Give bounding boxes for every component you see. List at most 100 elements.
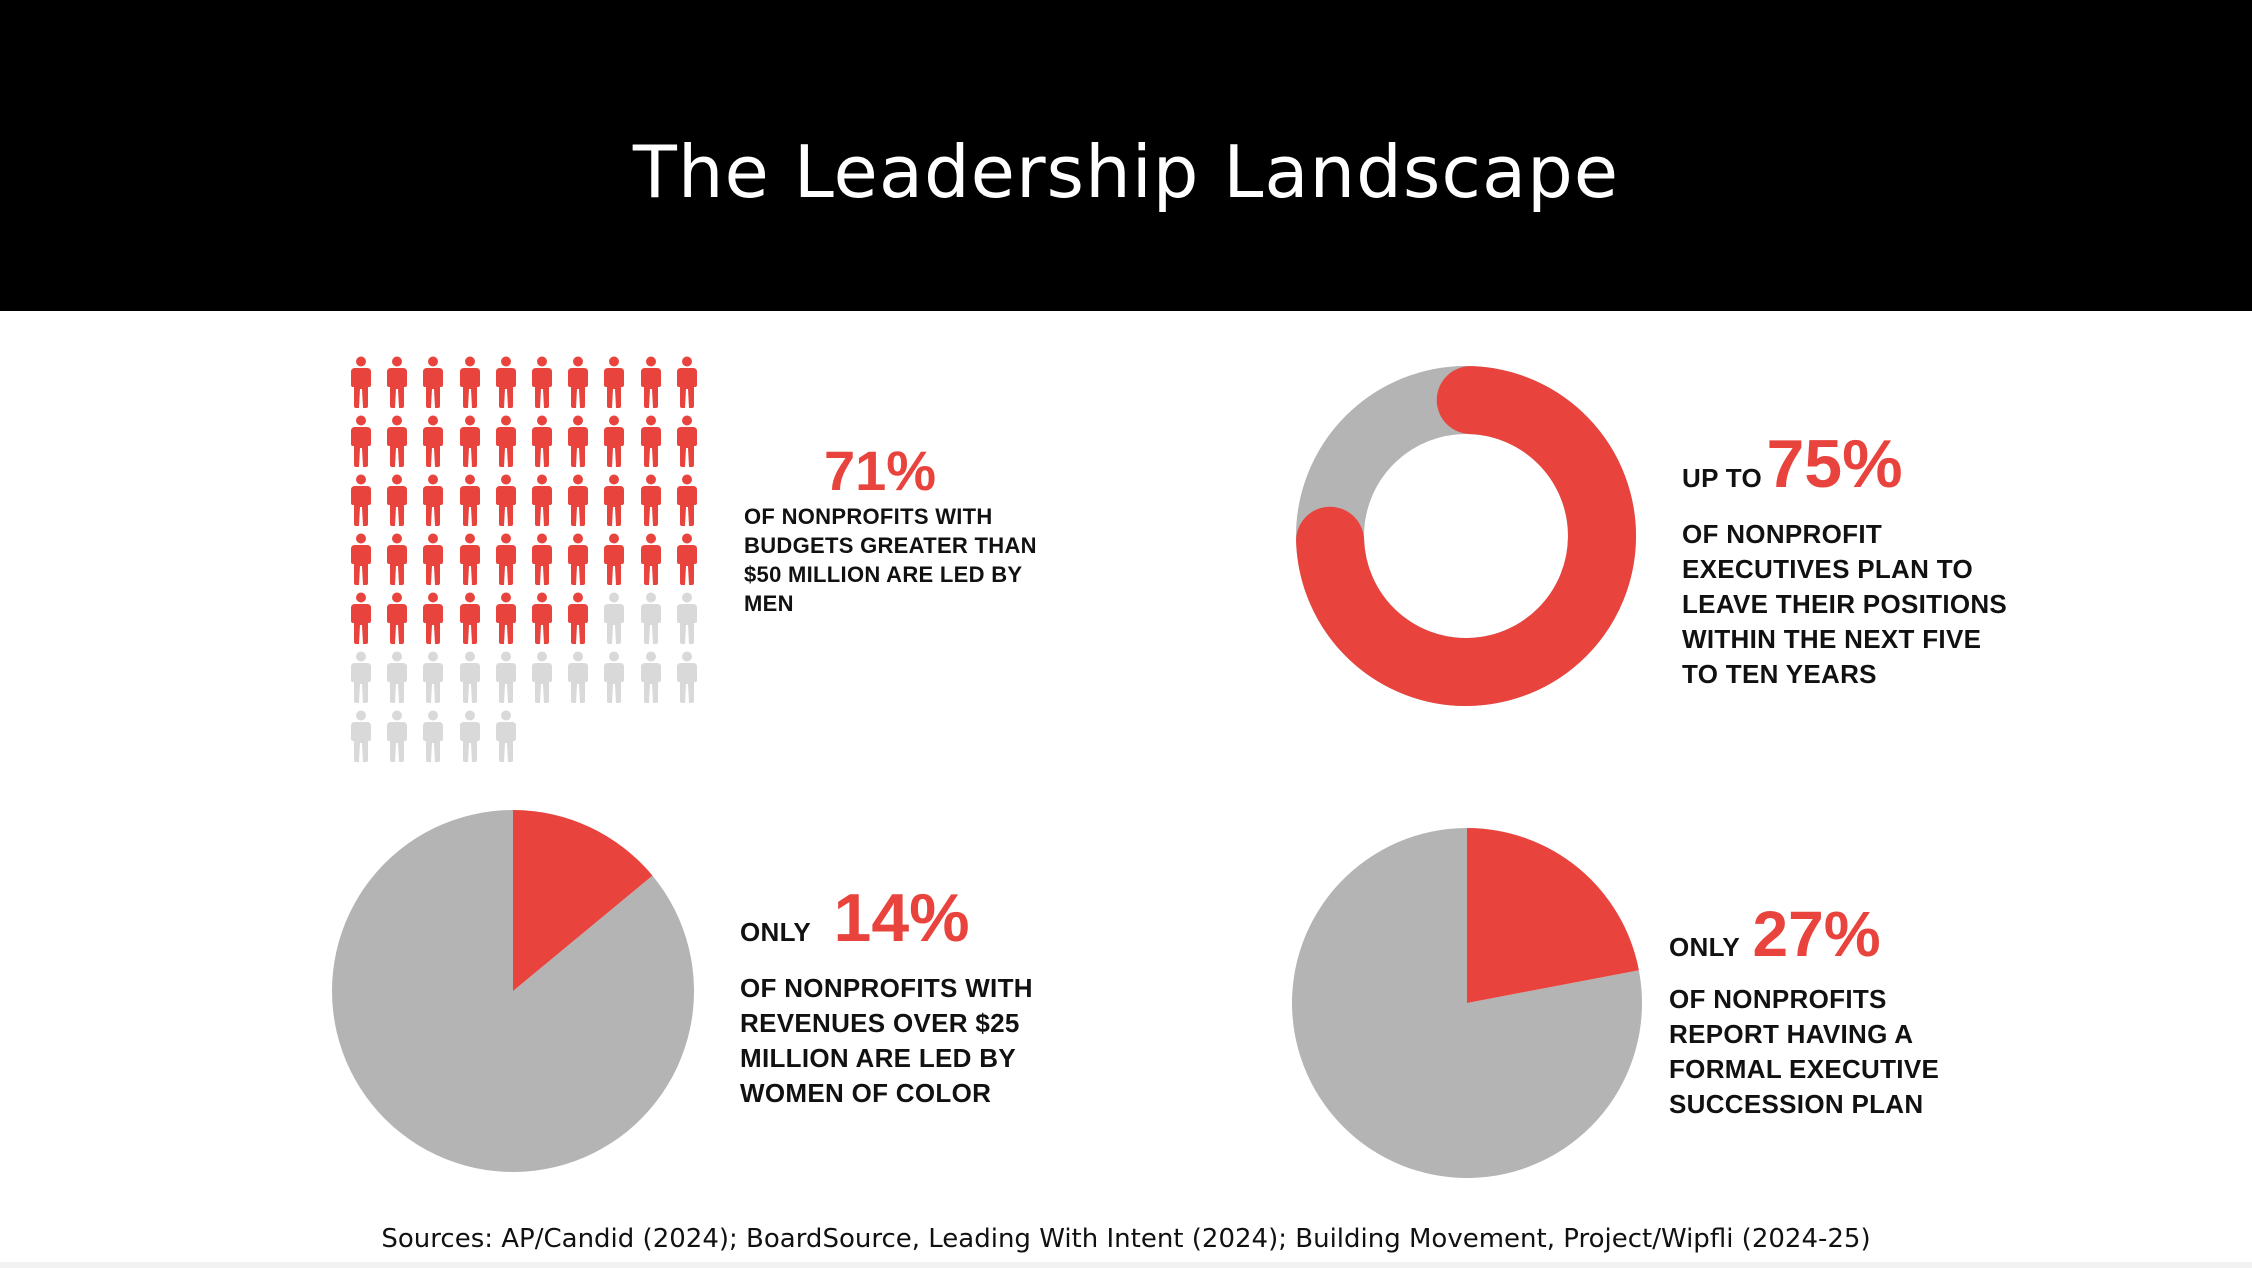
person-icon <box>676 415 697 467</box>
pie-chart-succession-plan <box>1292 828 1642 1178</box>
person-icon <box>640 533 661 585</box>
person-icon <box>387 474 408 526</box>
person-icon <box>387 592 408 644</box>
person-icon <box>532 415 552 467</box>
person-icon <box>387 356 408 408</box>
person-icon <box>532 592 552 644</box>
person-icon <box>423 474 444 526</box>
person-icon <box>387 651 408 703</box>
person-icon <box>568 415 589 467</box>
person-icon <box>640 651 661 703</box>
desc-line: MILLION ARE LED BY <box>740 1043 1016 1073</box>
person-icon <box>351 474 371 526</box>
person-icon <box>604 474 625 526</box>
person-icon <box>676 592 697 644</box>
person-icon <box>568 592 589 644</box>
person-icon <box>568 356 589 408</box>
desc-line: REVENUES OVER $25 <box>740 1008 1020 1038</box>
stat-succession-plan-prefix: ONLY <box>1669 932 1741 962</box>
person-icon <box>495 415 516 467</box>
desc-line: MEN <box>744 591 794 616</box>
person-icon <box>640 592 661 644</box>
page-title: The Leadership Landscape <box>632 130 1620 214</box>
desc-line: SUCCESSION PLAN <box>1669 1089 1924 1119</box>
sources-text: Sources: AP/Candid (2024); BoardSource, … <box>381 1224 1871 1254</box>
person-icon <box>423 415 444 467</box>
stat-women-of-color: ONLY 14% OF NONPROFITS WITH REVENUES OVE… <box>740 884 1100 1111</box>
desc-line: OF NONPROFITS WITH <box>740 973 1033 1003</box>
person-icon <box>532 356 552 408</box>
person-icon <box>351 533 371 585</box>
person-icon <box>676 533 697 585</box>
person-icon <box>532 651 552 703</box>
donut-arc-highlight <box>1296 366 1636 706</box>
person-icon <box>604 651 625 703</box>
stat-exec-leaving: UP TO 75% OF NONPROFIT EXECUTIVES PLAN T… <box>1682 430 2062 692</box>
desc-line: OF NONPROFITS <box>1669 984 1887 1014</box>
desc-line: WOMEN OF COLOR <box>740 1078 992 1108</box>
desc-line: REPORT HAVING A <box>1669 1019 1914 1049</box>
person-icon <box>568 651 589 703</box>
pie-chart-women-of-color <box>332 810 694 1172</box>
stat-men-led-value: 71% <box>824 439 937 502</box>
desc-line: $50 MILLION ARE LED BY <box>744 562 1023 587</box>
desc-line: LEAVE THEIR POSITIONS <box>1682 589 2008 619</box>
person-icon <box>387 415 408 467</box>
person-icon <box>387 533 408 585</box>
person-icon <box>568 474 589 526</box>
person-icon <box>459 710 480 762</box>
stat-women-of-color-prefix: ONLY <box>740 917 812 947</box>
person-icon <box>495 533 516 585</box>
person-icon <box>640 474 661 526</box>
person-icon <box>604 356 625 408</box>
person-icon <box>351 710 371 762</box>
person-icon <box>423 592 444 644</box>
person-icon <box>676 651 697 703</box>
desc-line: OF NONPROFIT <box>1682 519 1883 549</box>
desc-line: BUDGETS GREATER THAN <box>744 533 1037 558</box>
person-icon <box>351 651 371 703</box>
person-icon <box>459 474 480 526</box>
person-icon <box>459 415 480 467</box>
person-icon <box>351 592 371 644</box>
person-icon <box>495 710 516 762</box>
stat-succession-plan-description: OF NONPROFITS REPORT HAVING A FORMAL EXE… <box>1669 982 2009 1122</box>
stat-men-led: 71% OF NONPROFITS WITH BUDGETS GREATER T… <box>744 440 1074 618</box>
person-icon <box>640 356 661 408</box>
stat-women-of-color-description: OF NONPROFITS WITH REVENUES OVER $25 MIL… <box>740 971 1100 1111</box>
person-icon <box>604 415 625 467</box>
desc-line: OF NONPROFITS WITH <box>744 504 993 529</box>
donut-chart <box>1296 366 1636 706</box>
person-icon <box>423 356 444 408</box>
person-icon <box>459 592 480 644</box>
pie14-slice-highlight <box>513 810 653 991</box>
person-icon <box>423 710 444 762</box>
desc-line: EXECUTIVES PLAN TO <box>1682 554 1973 584</box>
person-icon <box>459 651 480 703</box>
person-icon <box>351 356 371 408</box>
person-icon <box>676 474 697 526</box>
person-icon <box>351 415 371 467</box>
desc-line: TO TEN YEARS <box>1682 659 1877 689</box>
person-icon <box>459 356 480 408</box>
person-icon <box>604 592 625 644</box>
stat-exec-leaving-value: 75% <box>1766 426 1903 502</box>
title-bar: The Leadership Landscape <box>0 0 2252 311</box>
person-icon <box>532 474 552 526</box>
stat-exec-leaving-description: OF NONPROFIT EXECUTIVES PLAN TO LEAVE TH… <box>1682 517 2062 692</box>
person-icon <box>495 356 516 408</box>
person-icon <box>676 356 697 408</box>
person-icon <box>532 533 552 585</box>
stat-women-of-color-value: 14% <box>833 880 970 956</box>
person-icon <box>423 533 444 585</box>
desc-line: WITHIN THE NEXT FIVE <box>1682 624 1982 654</box>
pie27-slice-highlight <box>1467 828 1639 1003</box>
stat-succession-plan-value: 27% <box>1752 898 1881 970</box>
stat-succession-plan: ONLY 27% OF NONPROFITS REPORT HAVING A F… <box>1669 902 2009 1122</box>
stat-men-led-description: OF NONPROFITS WITH BUDGETS GREATER THAN … <box>744 502 1074 618</box>
person-icon <box>423 651 444 703</box>
person-icon <box>568 533 589 585</box>
desc-line: FORMAL EXECUTIVE <box>1669 1054 1940 1084</box>
person-icon <box>387 710 408 762</box>
person-icon <box>459 533 480 585</box>
